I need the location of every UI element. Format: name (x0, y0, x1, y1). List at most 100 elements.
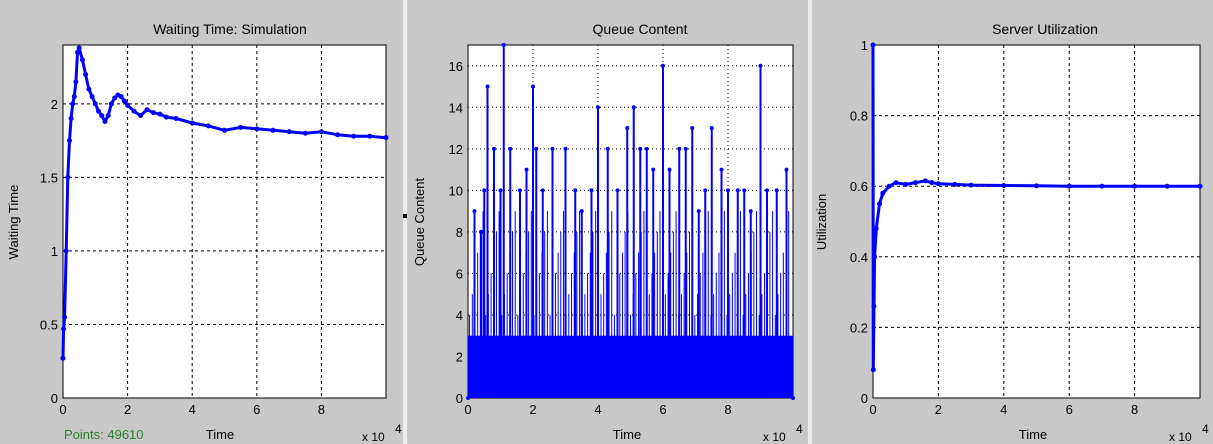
data-point (163, 114, 169, 120)
y-tick-label: 0.6 (850, 179, 868, 194)
data-point (318, 129, 324, 135)
data-point (485, 84, 490, 89)
y-tick-label: 2 (456, 349, 463, 364)
data-point (238, 124, 244, 130)
data-point (1034, 183, 1039, 189)
data-point (690, 126, 695, 131)
x-tick-label: 2 (124, 402, 131, 417)
data-point (125, 102, 131, 108)
x-axis-label: Time (206, 427, 234, 442)
y-tick-label: 1 (51, 244, 58, 259)
data-point (677, 146, 682, 151)
y-tick-label: 8 (456, 225, 463, 240)
data-point (886, 183, 892, 189)
data-point (871, 303, 877, 309)
data-point (286, 129, 292, 135)
x-tick-label: 8 (1131, 402, 1138, 417)
plot-frame (62, 44, 387, 399)
data-point (75, 49, 81, 55)
data-point (952, 181, 958, 187)
data-point (254, 126, 260, 132)
data-point (86, 86, 92, 92)
x-tick-label: 8 (724, 402, 731, 417)
x-axis-label: Time (1019, 427, 1047, 442)
data-point (877, 201, 883, 207)
data-point (472, 209, 477, 214)
data-point (89, 93, 95, 99)
data-point (644, 146, 649, 151)
data-point (573, 188, 578, 193)
data-point (742, 188, 747, 193)
data-point (870, 367, 876, 373)
y-axis-label: Utilization (814, 194, 829, 250)
data-point (1132, 183, 1138, 189)
x-axis-multiplier: x 10 (1169, 430, 1192, 444)
data-point (1066, 183, 1072, 189)
data-point (492, 146, 496, 151)
chart-title: Waiting Time: Simulation (153, 21, 307, 37)
x-tick-label: 0 (869, 402, 876, 417)
data-point (60, 355, 66, 361)
y-tick-label: 10 (449, 183, 463, 198)
data-point (748, 209, 753, 214)
data-point (96, 108, 102, 114)
data-point (531, 84, 535, 89)
data-point (929, 180, 935, 186)
queue-content-chart: Queue Content 0 2 4 6 8 0 2 4 6 8 10 12 14 16 Time Queue… (412, 21, 803, 444)
data-point (66, 138, 72, 144)
x-axis-multiplier: x 10 (362, 430, 385, 444)
data-point (83, 71, 89, 77)
data-point (922, 178, 928, 184)
waiting-time-panel: Waiting Time: Simulation 0 2 4 6 8 0 0.5 1 1.5 2 Ti… (0, 0, 403, 444)
data-point (479, 229, 483, 234)
data-point (1099, 183, 1105, 189)
data-point (615, 188, 620, 193)
data-point (383, 135, 389, 141)
y-axis-label: Waiting Time (6, 185, 21, 260)
data-point (222, 127, 227, 133)
panel-divider[interactable] (403, 0, 407, 444)
x-axis-exponent: 4 (796, 422, 803, 436)
data-point (625, 126, 630, 131)
data-point (189, 120, 195, 126)
data-point (893, 180, 899, 186)
server-utilization-panel: Server Utilization 0 2 4 6 8 0 0.2 0.4 0.6 0.8 1 Tim… (812, 0, 1213, 444)
data-point (138, 113, 144, 119)
x-tick-label: 6 (659, 402, 666, 417)
data-point (596, 105, 600, 110)
data-point (1164, 183, 1170, 189)
queue-content-panel: Queue Content 0 2 4 6 8 0 2 4 6 8 10 12 14 16 Time Queue… (407, 0, 808, 444)
x-tick-label: 0 (59, 402, 66, 417)
data-point (112, 95, 118, 101)
x-tick-label: 2 (529, 402, 536, 417)
x-tick-label: 0 (464, 402, 471, 417)
y-tick-label: 14 (449, 100, 463, 115)
data-point (696, 209, 701, 214)
y-tick-label: 0 (456, 391, 463, 406)
data-point (683, 146, 688, 151)
data-point (71, 93, 77, 99)
y-tick-label: 1 (861, 38, 868, 53)
data-point (873, 226, 879, 232)
data-point (102, 118, 108, 124)
y-tick-label: 16 (449, 59, 463, 74)
data-point (605, 146, 610, 151)
data-point (703, 188, 708, 193)
data-point (498, 188, 503, 193)
data-point (508, 146, 513, 151)
data-point (70, 101, 76, 107)
x-axis-exponent: 4 (395, 422, 402, 436)
data-point (709, 126, 714, 131)
panel-divider[interactable] (808, 0, 812, 444)
data-point (131, 108, 137, 114)
data-point (62, 314, 68, 320)
data-point (667, 167, 672, 172)
resize-handle[interactable] (403, 214, 407, 218)
data-point (589, 188, 594, 193)
data-point (302, 130, 308, 136)
y-tick-label: 0 (51, 391, 58, 406)
data-point (968, 182, 974, 188)
waiting-time-chart: Waiting Time: Simulation 0 2 4 6 8 0 0.5 1 1.5 2 Ti… (6, 21, 402, 444)
x-axis-exponent: 4 (1202, 422, 1209, 436)
data-point (61, 326, 67, 332)
